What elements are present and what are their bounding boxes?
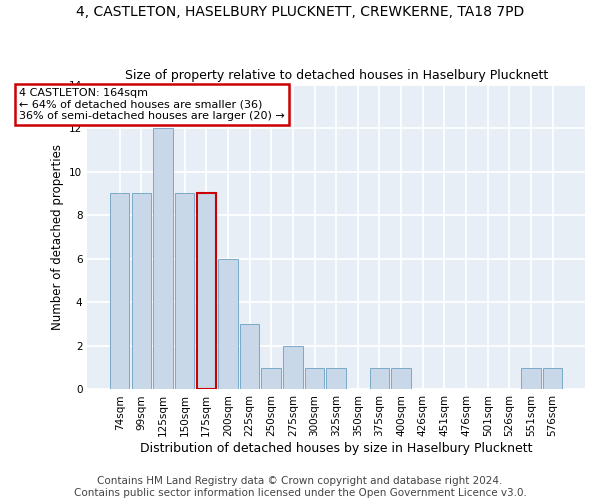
Bar <box>153 128 173 390</box>
Bar <box>543 368 562 390</box>
Y-axis label: Number of detached properties: Number of detached properties <box>50 144 64 330</box>
Text: 4, CASTLETON, HASELBURY PLUCKNETT, CREWKERNE, TA18 7PD: 4, CASTLETON, HASELBURY PLUCKNETT, CREWK… <box>76 5 524 19</box>
Bar <box>240 324 259 390</box>
Bar <box>218 259 238 390</box>
Bar <box>391 368 411 390</box>
Bar <box>262 368 281 390</box>
Bar <box>305 368 324 390</box>
Bar <box>521 368 541 390</box>
Text: Contains HM Land Registry data © Crown copyright and database right 2024.
Contai: Contains HM Land Registry data © Crown c… <box>74 476 526 498</box>
Bar <box>326 368 346 390</box>
Bar <box>175 194 194 390</box>
Bar <box>370 368 389 390</box>
X-axis label: Distribution of detached houses by size in Haselbury Plucknett: Distribution of detached houses by size … <box>140 442 532 455</box>
Title: Size of property relative to detached houses in Haselbury Plucknett: Size of property relative to detached ho… <box>125 69 548 82</box>
Bar <box>283 346 302 390</box>
Bar <box>131 194 151 390</box>
Bar <box>110 194 130 390</box>
Bar <box>197 194 216 390</box>
Text: 4 CASTLETON: 164sqm
← 64% of detached houses are smaller (36)
36% of semi-detach: 4 CASTLETON: 164sqm ← 64% of detached ho… <box>19 88 285 121</box>
